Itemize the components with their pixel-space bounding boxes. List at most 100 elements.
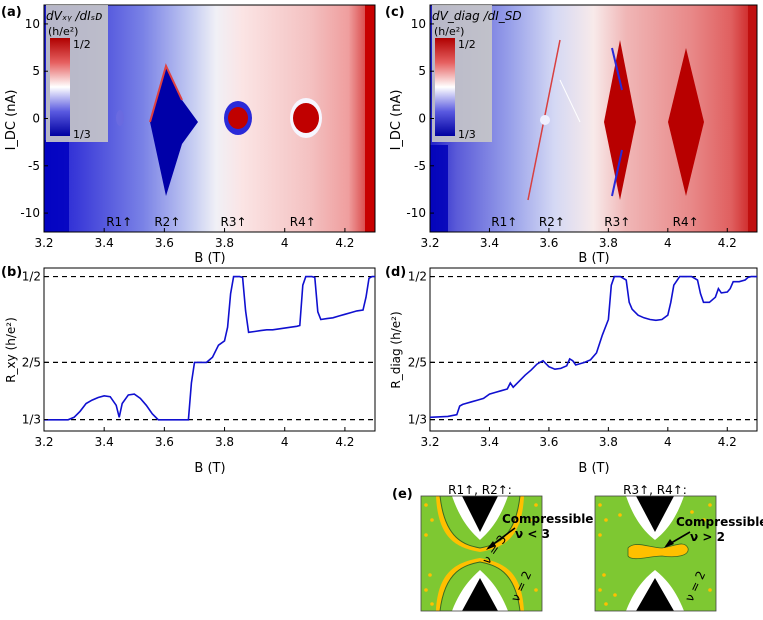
colorbar-title-a: dVₓᵧ /dIₛᴅ (46, 9, 102, 23)
xlabel-b: B (T) (194, 461, 225, 476)
x-tick-label-a: 3.2 (34, 236, 53, 250)
region-marker-a: R3↑ (221, 215, 247, 229)
y-tick-label-a: -5 (28, 159, 40, 173)
y-tick-label: 1/2 (408, 270, 427, 284)
y-tick-label-c: 0 (418, 112, 426, 126)
panel-c: dV_diag /dI_SD (h/e²) 1/2 1/3 (c) I_DC (… (385, 4, 758, 266)
region-marker-c: R3↑ (604, 215, 630, 229)
y-tick-label-a: 10 (25, 17, 40, 31)
panel-label-c: (c) (385, 5, 405, 20)
x-tick-label-c: 4.2 (718, 236, 737, 250)
x-tick-label-d: 4.2 (718, 435, 737, 449)
x-tick-label-a: 3.6 (155, 236, 174, 250)
panel-label-b: (b) (1, 265, 22, 280)
y-tick-label-a: 5 (32, 64, 40, 78)
schematic-left (421, 496, 542, 611)
x-tick-label-a: 3.8 (215, 236, 234, 250)
x-tick-label-d: 3.6 (539, 435, 558, 449)
x-tick-label-b: 4.2 (335, 435, 354, 449)
y-axis-b: 1/2 2/5 1/3 (22, 270, 48, 427)
x-tick-label-a: 4 (281, 236, 289, 250)
series-line-b (44, 275, 375, 421)
panel-label-e: (e) (392, 487, 413, 502)
x-tick-label-c: 3.2 (420, 236, 439, 250)
ylabel-d: R_diag (h/e²) (389, 311, 403, 388)
region-marker-a: R1↑ (106, 215, 132, 229)
x-axis-d: 3.2 3.4 3.6 3.8 4 4.2 (420, 427, 737, 449)
markers-a: R1↑ R2↑ R3↑ R4↑ (106, 215, 316, 229)
x-tick-label-d: 4 (664, 435, 672, 449)
ylabel-b: R_xy (h/e²) (4, 317, 18, 383)
series-line-d (429, 275, 757, 419)
x-tick-label-d: 3.2 (420, 435, 439, 449)
x-axis-a: 3.2 3.4 3.6 3.8 4 4.2 (34, 228, 354, 250)
dots-right (598, 503, 712, 606)
x-tick-label-b: 3.8 (215, 435, 234, 449)
x-tick-label-c: 3.8 (599, 236, 618, 250)
x-tick-label-a: 3.4 (95, 236, 114, 250)
ylabel-c: I_DC (nA) (389, 90, 404, 151)
panel-a: dVₓᵧ /dIₛᴅ (h/e²) 1/2 1/3 (a) I_DC (nA) … (1, 4, 376, 266)
x-axis-c: 3.2 3.4 3.6 3.8 4 4.2 (420, 228, 737, 250)
y-tick-label: 1/3 (408, 413, 427, 427)
filling-label-right: ν > 2 (690, 530, 725, 544)
xlabel-d: B (T) (578, 461, 609, 476)
panel-label-d: (d) (385, 265, 406, 280)
colorbar-title-c: dV_diag /dI_SD (432, 9, 522, 23)
x-tick-label-b: 3.6 (155, 435, 174, 449)
y-axis-c: 10 5 0 -5 -10 (406, 17, 434, 220)
x-tick-label-b: 4 (281, 435, 289, 449)
schematic-right-title: R3↑, R4↑: (623, 483, 687, 497)
y-tick-label-a: 0 (32, 112, 40, 126)
region-marker-a: R4↑ (290, 215, 316, 229)
y-tick-label-c: 5 (418, 64, 426, 78)
x-tick-label-d: 3.4 (480, 435, 499, 449)
region-marker-c: R1↑ (491, 215, 517, 229)
region-marker-a: R2↑ (154, 215, 180, 229)
colorbar-max-c: 1/2 (458, 38, 476, 51)
x-tick-label-d: 3.8 (599, 435, 618, 449)
y-tick-label-c: -5 (414, 159, 426, 173)
y-axis-a: 10 5 0 -5 -10 (20, 17, 48, 220)
colorbar-min-a: 1/3 (73, 128, 91, 141)
y-tick-label-a: -10 (20, 206, 40, 220)
x-tick-label-b: 3.4 (95, 435, 114, 449)
filling-label-left: ν < 3 (515, 527, 550, 541)
compressible-label-left: Compressible (502, 512, 593, 526)
panel-d: (d) R_diag (h/e²) 3.2 3.4 3.6 3.8 4 4.2 1/2 2/… (385, 265, 758, 476)
x-tick-label-c: 4 (664, 236, 672, 250)
colorbar-c (435, 38, 455, 136)
ylabel-a: I_DC (nA) (4, 90, 19, 151)
region-marker-c: R2↑ (539, 215, 565, 229)
panel-label-a: (a) (1, 5, 22, 20)
markers-c: R1↑ R2↑ R3↑ R4↑ (491, 215, 698, 229)
xlabel-a: B (T) (194, 251, 225, 266)
colorbar-max-a: 1/2 (73, 38, 91, 51)
y-tick-label: 1/2 (22, 270, 41, 284)
x-tick-label-c: 3.6 (539, 236, 558, 250)
reference-lines-b (44, 275, 375, 421)
reference-lines-d (430, 275, 757, 421)
y-tick-label: 2/5 (408, 355, 427, 369)
xlabel-c: B (T) (578, 251, 609, 266)
x-axis-b: 3.2 3.4 3.6 3.8 4 4.2 (34, 427, 354, 449)
y-axis-d: 1/2 2/5 1/3 (408, 270, 434, 427)
y-tick-label-c: 10 (411, 17, 426, 31)
colorbar-unit-c: (h/e²) (434, 25, 464, 38)
y-tick-label: 1/3 (22, 413, 41, 427)
dots-left (424, 503, 538, 606)
y-tick-label: 2/5 (22, 355, 41, 369)
x-tick-label-a: 4.2 (335, 236, 354, 250)
compressible-label-right: Compressible (676, 515, 763, 529)
colorbar-unit-a: (h/e²) (48, 25, 78, 38)
region-marker-c: R4↑ (673, 215, 699, 229)
panel-b: (b) R_xy (h/e²) 3.2 3.4 3.6 3.8 4 4.2 1/22/51… (1, 265, 376, 476)
schematic-right (595, 496, 716, 611)
colorbar-a (50, 38, 70, 136)
colorbar-min-c: 1/3 (458, 128, 476, 141)
x-tick-label-b: 3.2 (34, 435, 53, 449)
schematic-left-title: R1↑, R2↑: (448, 483, 512, 497)
x-tick-label-c: 3.4 (480, 236, 499, 250)
panel-e: (e) R1↑, R2↑: Compressible ν < 3 ν = 3 ν… (392, 483, 763, 612)
